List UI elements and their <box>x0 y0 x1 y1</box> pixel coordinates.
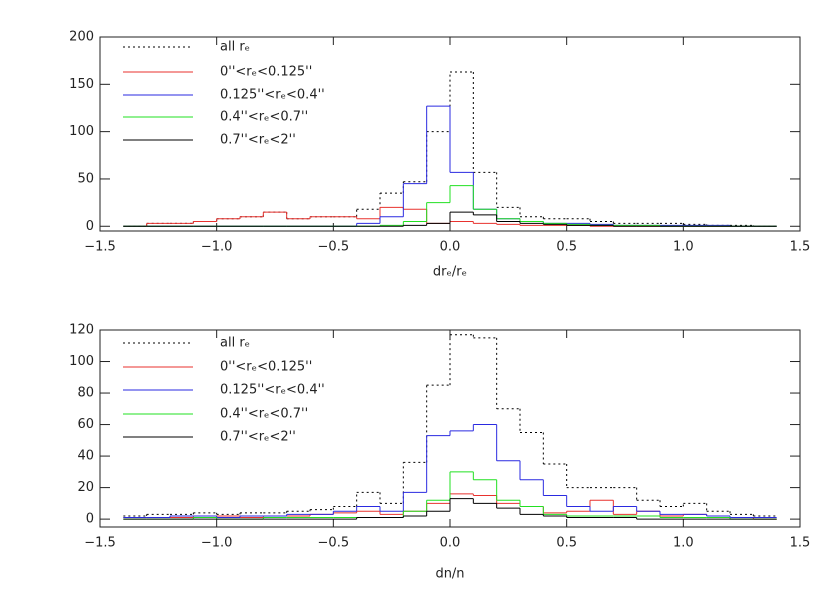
y-tick-label: 200 <box>69 30 94 45</box>
legend-label: 0''<rₑ<0.125'' <box>220 65 312 80</box>
y-tick-label: 100 <box>69 124 94 139</box>
x-axis-label: dn/n <box>435 567 464 582</box>
x-axis-label: drₑ/rₑ <box>433 265 467 280</box>
legend-label: 0.7''<rₑ<2'' <box>220 430 296 445</box>
x-tick-label: 0.0 <box>440 240 461 255</box>
legend-label: 0.125''<rₑ<0.4'' <box>220 88 325 103</box>
y-tick-label: 60 <box>77 417 94 432</box>
y-tick-label: 120 <box>69 323 94 338</box>
x-tick-label: −1.5 <box>84 240 116 255</box>
x-tick-label: 0.5 <box>556 240 577 255</box>
legend-label: all rₑ <box>220 336 250 351</box>
x-tick-label: 1.0 <box>673 536 694 551</box>
x-tick-label: 0.0 <box>440 536 461 551</box>
x-tick-label: −1.0 <box>201 240 233 255</box>
x-tick-label: −1.5 <box>84 536 116 551</box>
x-tick-label: 1.5 <box>790 240 811 255</box>
x-tick-label: −0.5 <box>318 240 350 255</box>
y-tick-label: 50 <box>77 171 94 186</box>
y-tick-label: 20 <box>77 480 94 495</box>
legend-label: 0.4''<rₑ<0.7'' <box>220 407 308 422</box>
y-tick-label: 150 <box>69 77 94 92</box>
y-tick-label: 40 <box>77 449 94 464</box>
x-tick-label: 0.5 <box>556 536 577 551</box>
legend-label: 0''<rₑ<0.125'' <box>220 360 312 375</box>
x-tick-label: −0.5 <box>318 536 350 551</box>
x-tick-label: 1.0 <box>673 240 694 255</box>
legend-label: 0.125''<rₑ<0.4'' <box>220 383 325 398</box>
legend-label: 0.7''<rₑ<2'' <box>220 133 296 148</box>
y-tick-label: 80 <box>77 386 94 401</box>
y-tick-label: 0 <box>86 219 94 234</box>
legend-label: all rₑ <box>220 40 250 55</box>
x-tick-label: 1.5 <box>790 536 811 551</box>
x-tick-label: −1.0 <box>201 536 233 551</box>
y-tick-label: 0 <box>86 512 94 527</box>
legend-label: 0.4''<rₑ<0.7'' <box>220 110 308 125</box>
y-tick-label: 100 <box>69 354 94 369</box>
